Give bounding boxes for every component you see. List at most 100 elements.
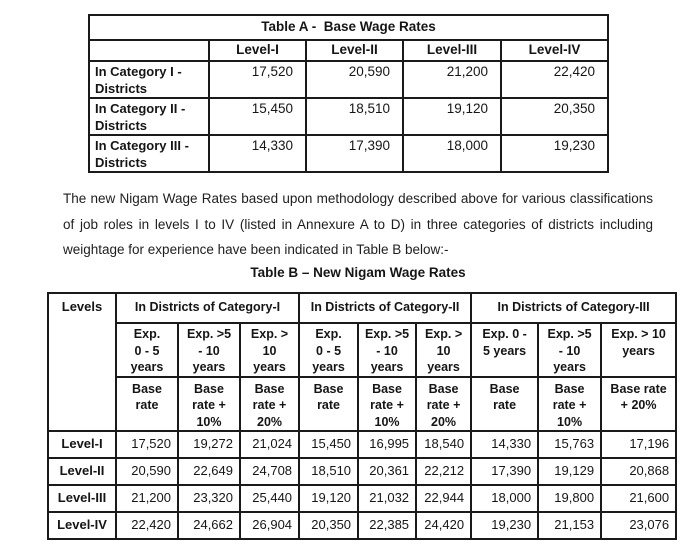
table-a-title: Table A - Base Wage Rates: [88, 14, 609, 41]
column-header: Exp. 0 - 5 years: [298, 322, 360, 378]
table-b-heading: Table B – New Nigam Wage Rates: [250, 265, 466, 280]
cell-value: 20,868: [600, 457, 678, 486]
cell-value: 19,120: [298, 484, 360, 513]
column-header: Exp. >5 - 10 years: [537, 322, 603, 378]
row-label: In Category III - Districts: [88, 134, 210, 173]
table-b-group-header-row: Levels In Districts of Category-I In Dis…: [47, 292, 678, 432]
cell-value: 24,420: [415, 511, 473, 540]
cell-value: 19,800: [537, 484, 603, 513]
cell-value: 17,390: [305, 134, 404, 173]
cell-value: 14,330: [470, 430, 540, 459]
table-a-base-wage-rates: Table A - Base Wage Rates Level-I Level-…: [88, 14, 609, 173]
cell-value: 17,520: [208, 60, 307, 99]
table-b-new-nigam-wage-rates: Levels In Districts of Category-I In Dis…: [47, 292, 678, 540]
cell-value: 22,385: [357, 511, 418, 540]
cell-value: 18,510: [305, 97, 404, 136]
table-b-rate-header-row: Base rate Base rate + 10% Base rate + 20…: [48, 375, 678, 432]
column-header: Exp. >5 - 10 years: [177, 322, 241, 378]
cell-value: 18,000: [402, 134, 502, 173]
column-header: Base rate: [298, 375, 360, 432]
cell-value: 21,200: [402, 60, 502, 99]
table-row: In Category II - Districts 15,450 18,510…: [88, 97, 609, 136]
cell-value: 25,440: [238, 484, 301, 513]
cell-value: 20,350: [298, 511, 360, 540]
table-a-header-row: Level-I Level-II Level-III Level-IV: [88, 39, 609, 62]
column-header: Base rate + 10%: [537, 375, 603, 432]
cell-value: 15,450: [208, 97, 307, 136]
cell-value: 18,510: [298, 457, 360, 486]
table-row: Level-IV 22,420 24,662 26,904 20,350 22,…: [47, 511, 678, 540]
cell-value: 26,904: [238, 511, 301, 540]
cell-value: 20,350: [500, 97, 609, 136]
cell-value: 21,600: [600, 484, 678, 513]
cell-value: 23,076: [600, 511, 678, 540]
cell-value: 18,540: [415, 430, 473, 459]
cell-value: 20,361: [357, 457, 418, 486]
cell-value: 21,024: [238, 430, 301, 459]
cell-value: 22,420: [115, 511, 179, 540]
cell-value: 19,120: [402, 97, 502, 136]
table-row: Level-I 17,520 19,272 21,024 15,450 16,9…: [47, 430, 678, 459]
column-header: Exp. > 10 years: [415, 322, 473, 378]
cell-value: 22,420: [500, 60, 609, 99]
cell-value: 21,153: [537, 511, 603, 540]
cell-value: 21,200: [115, 484, 179, 513]
cell-value: 19,230: [500, 134, 609, 173]
table-row: In Category III - Districts 14,330 17,39…: [88, 134, 609, 173]
row-label: In Category I - Districts: [88, 60, 210, 99]
column-header: Base rate + 20%: [238, 375, 301, 432]
cell-value: 17,520: [115, 430, 179, 459]
cell-value: 22,212: [415, 457, 473, 486]
table-row: Level-II 20,590 22,649 24,708 18,510 20,…: [47, 457, 678, 486]
column-header: Level-I: [208, 39, 307, 62]
cell-value: 19,272: [177, 430, 241, 459]
row-label: Level-III: [47, 484, 117, 513]
table-a-corner-cell: [88, 39, 210, 62]
cell-value: 17,196: [600, 430, 678, 459]
cell-value: 18,000: [470, 484, 540, 513]
column-header: Base rate + 10%: [177, 375, 241, 432]
cell-value: 19,230: [470, 511, 540, 540]
column-header: Level-II: [305, 39, 404, 62]
column-header: Base rate: [470, 375, 540, 432]
column-header: Exp. >5 - 10 years: [357, 322, 418, 378]
intro-paragraph: The new Nigam Wage Rates based upon meth…: [63, 191, 653, 257]
table-b-experience-header-row: Exp. 0 - 5 years Exp. >5 - 10 years Exp.…: [48, 322, 678, 378]
cell-value: 14,330: [208, 134, 307, 173]
column-header: Base rate: [115, 375, 179, 432]
column-header: Base rate + 20%: [415, 375, 473, 432]
column-header: Level-IV: [500, 39, 609, 62]
group-header-category-3: In Districts of Category-III: [470, 292, 678, 324]
group-header-category-2: In Districts of Category-II: [298, 292, 473, 324]
column-header: Exp. > 10 years: [238, 322, 301, 378]
cell-value: 21,032: [357, 484, 418, 513]
column-header: Base rate + 10%: [357, 375, 418, 432]
cell-value: 15,450: [298, 430, 360, 459]
column-header: Exp. 0 - 5 years: [470, 322, 540, 378]
cell-value: 24,708: [238, 457, 301, 486]
cell-value: 17,390: [470, 457, 540, 486]
column-header: Exp. 0 - 5 years: [115, 322, 179, 378]
table-row: Level-III 21,200 23,320 25,440 19,120 21…: [47, 484, 678, 513]
cell-value: 22,649: [177, 457, 241, 486]
cell-value: 19,129: [537, 457, 603, 486]
levels-header: Levels: [47, 292, 117, 432]
cell-value: 15,763: [537, 430, 603, 459]
column-header: Level-III: [402, 39, 502, 62]
table-row: In Category I - Districts 17,520 20,590 …: [88, 60, 609, 99]
cell-value: 23,320: [177, 484, 241, 513]
column-header: Base rate + 20%: [600, 375, 678, 432]
row-label: In Category II - Districts: [88, 97, 210, 136]
cell-value: 22,944: [415, 484, 473, 513]
table-a-title-row: Table A - Base Wage Rates: [88, 14, 609, 41]
group-header-category-1: In Districts of Category-I: [114, 292, 301, 324]
column-header: Exp. > 10 years: [600, 322, 678, 378]
cell-value: 20,590: [115, 457, 179, 486]
cell-value: 24,662: [177, 511, 241, 540]
cell-value: 20,590: [305, 60, 404, 99]
row-label: Level-I: [47, 430, 117, 459]
row-label: Level-IV: [47, 511, 117, 540]
cell-value: 16,995: [357, 430, 418, 459]
row-label: Level-II: [47, 457, 117, 486]
